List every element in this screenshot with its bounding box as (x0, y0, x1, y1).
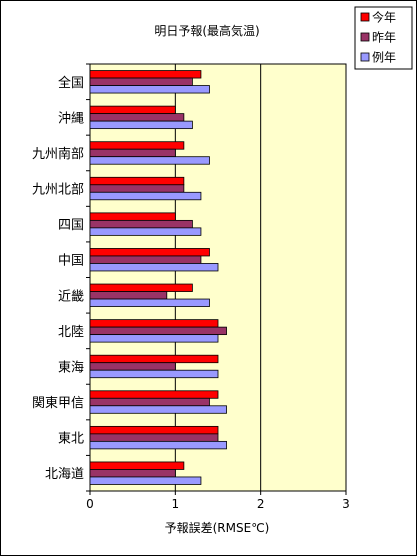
bar-九州南部-例年 (89, 156, 210, 165)
bar-関東甲信-今年 (89, 390, 219, 399)
x-axis-label: 予報誤差(RMSE℃) (165, 520, 270, 535)
legend-swatch-0 (360, 12, 370, 22)
bar-四国-例年 (89, 227, 202, 236)
legend-label-1: 昨年 (372, 31, 396, 45)
bar-関東甲信-例年 (89, 405, 227, 414)
chart-title: 明日予報(最高気温) (154, 23, 259, 38)
legend-swatch-1 (360, 32, 370, 42)
bar-全国-昨年 (89, 77, 193, 86)
x-tick-label-1: 1 (172, 497, 180, 511)
bar-全国-今年 (89, 70, 202, 79)
bar-近畿-今年 (89, 283, 193, 292)
category-label-2: 九州南部 (32, 146, 84, 162)
legend-label-0: 今年 (372, 10, 396, 25)
bar-沖縄-昨年 (89, 113, 185, 122)
category-label-5: 中国 (58, 254, 84, 269)
bar-東海-昨年 (89, 362, 176, 371)
bar-中国-例年 (89, 263, 219, 272)
legend-label-2: 例年 (372, 51, 396, 65)
bar-九州南部-今年 (89, 141, 185, 150)
category-label-7: 北陸 (58, 324, 84, 340)
bar-中国-今年 (89, 248, 210, 257)
bar-北海道-例年 (89, 476, 202, 485)
bar-沖縄-例年 (89, 120, 193, 130)
plot-background (89, 63, 347, 492)
category-label-9: 関東甲信 (32, 395, 84, 411)
bar-四国-今年 (89, 212, 176, 221)
bar-中国-昨年 (89, 255, 202, 264)
bar-東海-例年 (89, 369, 219, 379)
category-label-8: 東海 (58, 359, 84, 375)
bar-全国-例年 (89, 85, 210, 94)
x-tick-label-3: 3 (342, 497, 350, 511)
bar-北海道-今年 (89, 461, 185, 470)
category-label-11: 北海道 (45, 467, 84, 482)
category-label-10: 東北 (58, 431, 84, 447)
bar-沖縄-今年 (89, 105, 176, 115)
bar-東北-今年 (89, 425, 219, 435)
bar-近畿-昨年 (89, 291, 168, 300)
bar-北海道-昨年 (89, 469, 176, 478)
bar-東北-昨年 (89, 433, 219, 442)
category-label-4: 四国 (58, 218, 84, 233)
bar-九州北部-昨年 (89, 184, 185, 193)
bar-東海-今年 (89, 354, 219, 364)
category-label-1: 沖縄 (58, 111, 84, 126)
bar-北陸-昨年 (89, 326, 227, 336)
bar-四国-昨年 (89, 219, 193, 229)
category-label-3: 九州北部 (32, 183, 84, 198)
x-tick-label-0: 0 (86, 497, 94, 511)
bar-北陸-例年 (89, 334, 219, 343)
bar-九州北部-今年 (89, 176, 185, 186)
x-tick-label-2: 2 (257, 497, 265, 511)
bar-東北-例年 (89, 440, 227, 450)
category-label-6: 近畿 (58, 289, 84, 304)
bar-九州南部-昨年 (89, 148, 176, 158)
bar-関東甲信-昨年 (89, 397, 210, 407)
category-label-0: 全国 (58, 75, 84, 91)
bar-近畿-例年 (89, 298, 210, 307)
bar-北陸-今年 (89, 319, 219, 328)
legend-swatch-2 (360, 52, 370, 62)
bar-九州北部-例年 (89, 191, 202, 201)
